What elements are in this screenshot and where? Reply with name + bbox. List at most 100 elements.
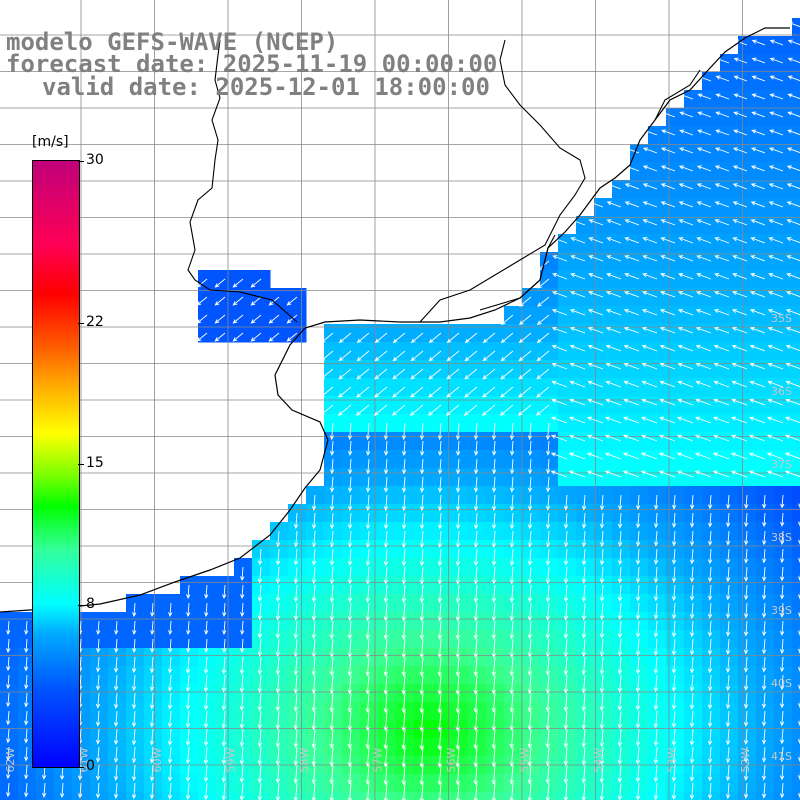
wind-arrow	[581, 620, 587, 639]
latitude-label: 39S	[771, 604, 792, 617]
wind-speed-cell	[738, 126, 757, 145]
wind-arrow	[761, 656, 767, 673]
wind-arrow	[311, 674, 316, 695]
wind-arrow	[624, 255, 640, 262]
wind-arrow	[473, 638, 478, 659]
wind-speed-cell	[756, 180, 775, 199]
wind-arrow	[624, 273, 640, 280]
wind-arrow	[694, 470, 712, 478]
wind-speed-cell	[738, 162, 757, 181]
wind-speed-cell	[414, 360, 433, 379]
wind-arrow	[550, 434, 568, 442]
wind-arrow	[725, 746, 731, 764]
wind-arrow	[491, 728, 496, 750]
wind-arrow	[419, 458, 425, 475]
wind-arrow	[499, 404, 514, 416]
wind-arrow	[563, 548, 569, 566]
wind-arrow	[689, 638, 695, 656]
wind-arrow	[222, 620, 227, 636]
wind-arrow	[708, 512, 713, 528]
wind-arrow	[712, 434, 730, 442]
wind-arrow	[786, 219, 800, 226]
wind-arrow	[545, 620, 550, 640]
wind-arrow	[617, 548, 623, 566]
wind-arrow	[671, 512, 677, 529]
wind-arrow	[659, 326, 676, 334]
wind-arrow	[365, 692, 370, 713]
wind-arrow	[569, 308, 586, 316]
wind-arrow	[491, 566, 497, 585]
wind-arrow	[509, 566, 515, 585]
wind-arrow	[725, 728, 731, 746]
wind-arrow	[635, 656, 641, 675]
wind-speed-cell	[396, 342, 415, 361]
wind-arrow	[749, 398, 766, 406]
wind-arrow	[509, 764, 514, 785]
wind-speed-cell	[648, 252, 667, 271]
wind-arrow	[696, 147, 712, 154]
wind-arrow	[581, 584, 587, 603]
wind-arrow	[695, 416, 712, 424]
longitude-label: 59W	[225, 747, 238, 772]
wind-arrow	[150, 602, 155, 618]
wind-arrow	[446, 386, 460, 398]
wind-arrow	[587, 398, 604, 406]
wind-arrow	[419, 692, 424, 714]
wind-arrow	[347, 674, 352, 695]
wind-speed-cell	[342, 792, 361, 800]
wind-speed-cell	[774, 36, 793, 55]
wind-arrow	[203, 764, 209, 783]
wind-arrow	[751, 57, 766, 64]
wind-arrow	[293, 638, 298, 658]
wind-arrow	[356, 368, 370, 380]
wind-arrow	[730, 470, 748, 478]
wind-speed-cell	[648, 198, 667, 217]
colorbar-tick-label: 22	[86, 313, 104, 330]
wind-arrow	[767, 291, 784, 298]
wind-arrow	[731, 398, 748, 406]
wind-arrow	[491, 710, 496, 732]
wind-arrow	[546, 440, 551, 456]
wind-arrow	[437, 602, 442, 622]
wind-arrow	[437, 494, 443, 512]
wind-speed-cell	[432, 378, 451, 397]
wind-arrow	[275, 530, 281, 548]
wind-speed-cell	[324, 360, 343, 379]
wind-speed-cell	[396, 378, 415, 397]
wind-arrow	[659, 344, 676, 352]
wind-arrow	[768, 147, 784, 154]
wind-arrow	[203, 746, 209, 765]
wind-arrow	[419, 674, 424, 696]
wind-arrow	[203, 656, 209, 675]
wind-arrow	[455, 566, 461, 585]
wind-arrow	[744, 548, 749, 564]
wind-arrow	[527, 584, 533, 603]
wind-speed-cell	[702, 342, 721, 361]
wind-arrow	[95, 710, 101, 727]
wind-arrow	[715, 75, 730, 82]
wind-arrow	[784, 434, 800, 442]
wind-speed-cell	[792, 792, 800, 800]
wind-arrow	[714, 147, 730, 154]
wind-arrow	[563, 728, 568, 748]
wind-speed-cell	[252, 792, 271, 800]
wind-arrow	[491, 764, 496, 785]
wind-arrow	[671, 638, 677, 656]
wind-arrow	[203, 674, 209, 693]
wind-arrow	[167, 692, 173, 710]
latitude-labels: 35S 36S 37S 38S 39S 40S 41S	[771, 312, 792, 763]
wind-arrow	[761, 764, 767, 781]
longitude-label: 55W	[519, 747, 532, 772]
wind-arrow	[401, 620, 406, 640]
wind-arrow	[150, 638, 155, 654]
wind-arrow	[779, 620, 785, 636]
wind-speed-cell	[252, 324, 271, 343]
wind-arrow	[275, 638, 281, 658]
wind-arrow	[780, 548, 785, 564]
wind-arrow	[275, 728, 280, 748]
wind-speed-cell	[774, 144, 793, 163]
wind-arrow	[786, 147, 800, 154]
wind-speed-cell	[720, 198, 739, 217]
wind-speed-cell	[792, 774, 800, 793]
wind-arrow	[168, 602, 173, 618]
